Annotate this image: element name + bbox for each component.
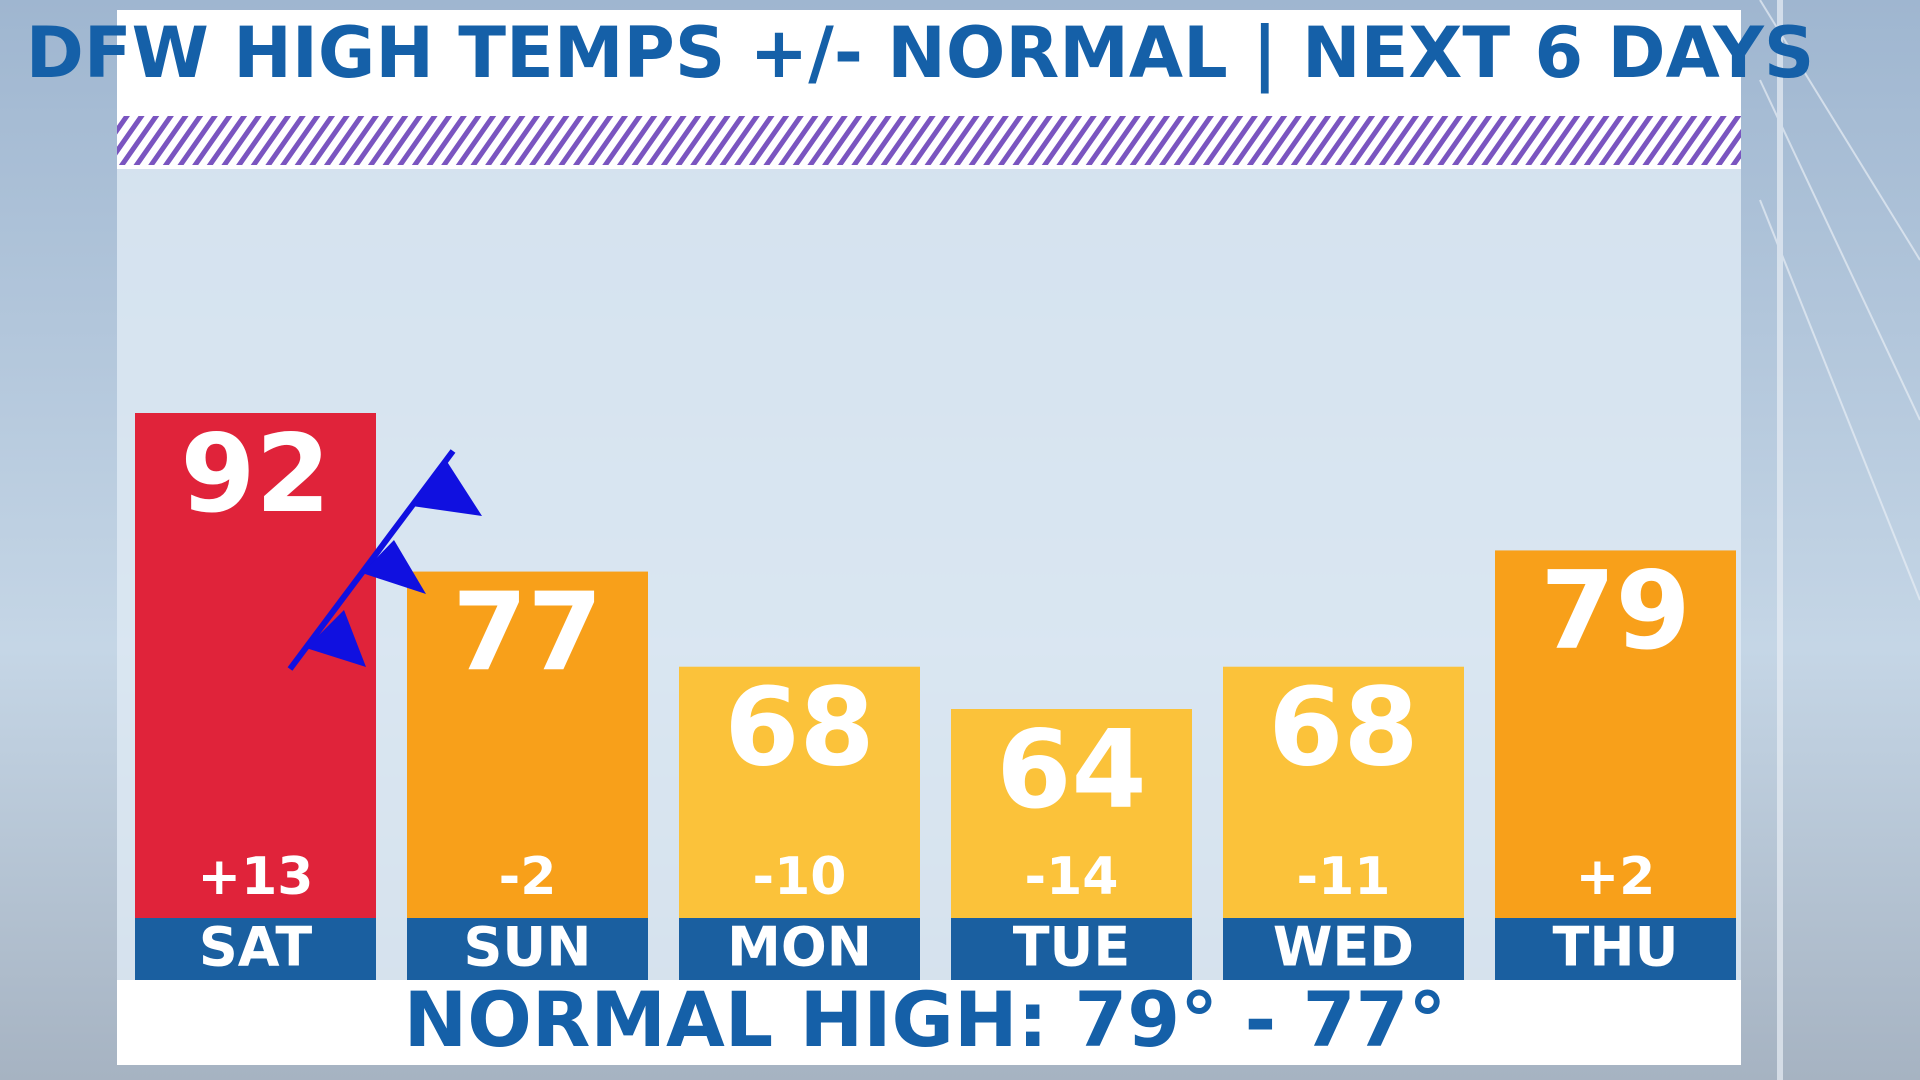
- departure-label: -10: [753, 847, 847, 907]
- value-label: 64: [996, 708, 1146, 833]
- departure-label: +13: [198, 847, 314, 907]
- value-label: 68: [1268, 665, 1418, 790]
- bar: [135, 413, 376, 918]
- day-band: [407, 918, 648, 980]
- x-tick-label: WED: [1273, 916, 1414, 979]
- x-tick-label: SUN: [464, 916, 592, 979]
- title-stripe: [117, 116, 1741, 165]
- departure-label: -14: [1025, 847, 1119, 907]
- footer-panel: [117, 980, 1741, 1065]
- day-band: [135, 918, 376, 980]
- day-band: [1223, 918, 1464, 980]
- chart-title: DFW HIGH TEMPS +/- NORMAL | NEXT 6 DAYS: [26, 12, 1815, 94]
- bar: [407, 571, 648, 918]
- footer-text: NORMAL HIGH: 79° - 77°: [404, 975, 1447, 1064]
- bar: [951, 709, 1192, 918]
- day-band: [679, 918, 920, 980]
- departure-label: +2: [1576, 847, 1656, 907]
- value-label: 77: [452, 570, 602, 695]
- x-tick-label: SAT: [199, 916, 312, 979]
- bar: [679, 666, 920, 918]
- bar: [1223, 666, 1464, 918]
- cold-front: [287, 449, 482, 671]
- departure-label: -11: [1297, 847, 1391, 907]
- bar: [1495, 550, 1736, 918]
- x-tick-label: MON: [727, 916, 872, 979]
- day-band: [1495, 918, 1736, 980]
- departure-label: -2: [499, 847, 557, 907]
- value-label: 79: [1540, 549, 1690, 674]
- x-tick-label: TUE: [1013, 916, 1131, 979]
- x-tick-label: THU: [1553, 916, 1679, 979]
- value-label: 92: [180, 412, 330, 537]
- day-band: [951, 918, 1192, 980]
- value-label: 68: [724, 665, 874, 790]
- bridge-cables: [1759, 0, 1920, 1080]
